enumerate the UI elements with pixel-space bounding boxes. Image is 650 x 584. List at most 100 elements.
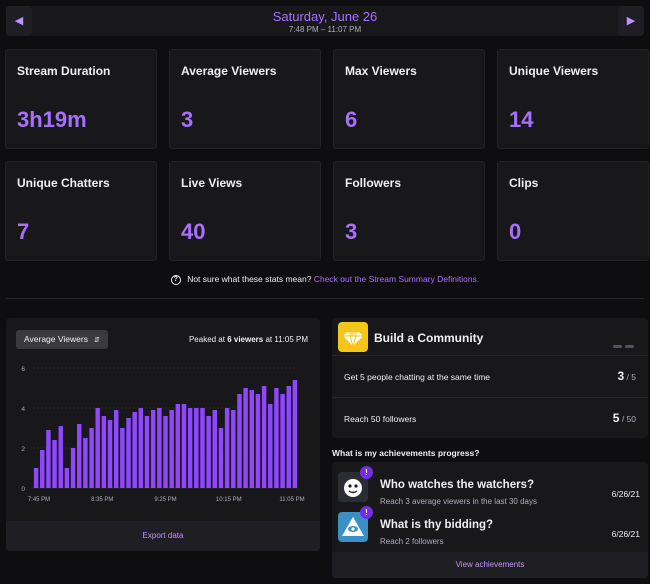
stat-card-unique-viewers: Unique Viewers 14 bbox=[497, 49, 649, 149]
stat-value: 6 bbox=[345, 107, 358, 132]
chart-bar bbox=[33, 468, 39, 488]
achievement-title: What is thy bidding? bbox=[380, 519, 494, 531]
goal-total: / 5 bbox=[626, 372, 636, 382]
chart-bar bbox=[200, 408, 205, 488]
peak-value: 6 viewers bbox=[227, 335, 264, 344]
achievement-date: 6/26/21 bbox=[611, 489, 640, 499]
stat-card-unique-chatters: Unique Chatters 7 bbox=[5, 161, 157, 261]
y-tick-label: 6 bbox=[21, 366, 25, 373]
chart-bar bbox=[255, 394, 261, 488]
chart-bar bbox=[243, 388, 248, 488]
goal-row: Reach 50 followers 5 / 50 bbox=[332, 397, 648, 439]
x-tick-label: 7:45 PM bbox=[28, 497, 50, 503]
chart-bar bbox=[224, 408, 230, 488]
metric-selector-dropdown[interactable]: Average Viewers ⇵ bbox=[16, 330, 108, 349]
chart-bar bbox=[157, 408, 162, 488]
stats-help-line: ? Not sure what these stats mean? Check … bbox=[0, 274, 650, 285]
stat-value: 3 bbox=[181, 107, 194, 132]
stat-card-average-viewers: Average Viewers 3 bbox=[169, 49, 321, 149]
chart-bar bbox=[40, 450, 45, 488]
x-tick-label: 11:05 PM bbox=[279, 497, 304, 503]
chevron-up-down-icon: ⇵ bbox=[93, 337, 100, 344]
chart-bar bbox=[58, 426, 63, 488]
stat-card-followers: Followers 3 bbox=[333, 161, 485, 261]
goal-progress: 5 / 50 bbox=[613, 411, 636, 425]
stat-label: Unique Chatters bbox=[17, 176, 110, 190]
chart-bar bbox=[89, 428, 94, 488]
chevron-right-icon: ▶ bbox=[626, 15, 636, 27]
chart-bar bbox=[101, 416, 107, 488]
build-a-community-card: Build a Community Get 5 people chatting … bbox=[332, 318, 648, 438]
goal-current: 5 bbox=[612, 411, 620, 425]
chevron-left-icon: ◀ bbox=[14, 15, 24, 27]
stat-card-live-views: Live Views 40 bbox=[169, 161, 321, 261]
chart-bar bbox=[120, 428, 125, 488]
next-stream-button[interactable]: ▶ bbox=[618, 6, 644, 36]
goal-total: / 50 bbox=[621, 414, 636, 424]
stream-date: Saturday, June 26 bbox=[272, 9, 378, 24]
stream-summary-definitions-link[interactable]: Check out the Stream Summary Definitions… bbox=[313, 274, 480, 284]
chart-bar bbox=[292, 380, 298, 488]
view-achievements-button[interactable]: View achievements bbox=[332, 552, 648, 578]
chart-bar bbox=[169, 410, 174, 488]
face-icon bbox=[338, 472, 368, 502]
metric-selector-label: Average Viewers bbox=[24, 334, 88, 344]
chart-bar bbox=[144, 416, 150, 488]
question-circle-icon: ? bbox=[170, 274, 181, 285]
stat-label: Max Viewers bbox=[345, 64, 417, 78]
chart-bar bbox=[95, 408, 100, 488]
achievements-panel: ! Who watches the watchers? Reach 3 aver… bbox=[332, 462, 648, 578]
achievement-description: Reach 3 average viewers in the last 30 d… bbox=[380, 497, 537, 506]
achievement-date: 6/26/21 bbox=[611, 529, 640, 539]
achievement-row[interactable]: ! What is thy bidding? Reach 2 followers… bbox=[332, 506, 648, 550]
chart-bar bbox=[280, 394, 285, 488]
diamond-icon bbox=[338, 322, 368, 352]
goal-row: Get 5 people chatting at the same time 3… bbox=[332, 355, 648, 397]
stat-value: 40 bbox=[181, 219, 206, 244]
achievements-question: What is my achievements progress? bbox=[332, 448, 480, 458]
peak-suffix: at 11:05 PM bbox=[263, 335, 308, 344]
chart-bar bbox=[212, 410, 218, 488]
chart-bar bbox=[187, 408, 193, 488]
chart-bar bbox=[261, 386, 267, 488]
stat-value: 3h19m bbox=[17, 107, 87, 132]
stat-label: Followers bbox=[345, 176, 402, 190]
stat-value: 0 bbox=[509, 219, 522, 244]
export-data-button[interactable]: Export data bbox=[6, 521, 320, 551]
chart-bar bbox=[231, 410, 236, 488]
chart-bar bbox=[83, 438, 88, 488]
progress-dashes bbox=[610, 335, 634, 353]
chart-bar bbox=[274, 388, 279, 488]
stat-label: Average Viewers bbox=[181, 64, 277, 78]
achievement-new-badge: ! bbox=[360, 506, 373, 519]
stat-card-max-viewers: Max Viewers 6 bbox=[333, 49, 485, 149]
achievement-row[interactable]: ! Who watches the watchers? Reach 3 aver… bbox=[332, 466, 648, 510]
chart-bar bbox=[206, 416, 211, 488]
chart-bar bbox=[237, 394, 242, 488]
chart-bar bbox=[286, 386, 291, 488]
chart-bar bbox=[163, 416, 168, 488]
chart-bar bbox=[175, 404, 181, 488]
stat-card-stream-duration: Stream Duration 3h19m bbox=[5, 49, 157, 149]
chart-bar bbox=[107, 420, 113, 488]
y-tick-label: 4 bbox=[21, 406, 25, 413]
goal-current: 3 bbox=[617, 369, 625, 383]
community-title: Build a Community bbox=[374, 331, 484, 345]
chart-bar bbox=[194, 408, 199, 488]
y-tick-label: 2 bbox=[21, 446, 25, 453]
stat-value: 3 bbox=[345, 219, 358, 244]
stat-label: Clips bbox=[509, 176, 539, 190]
chart-bar bbox=[52, 440, 57, 488]
x-tick-label: 8:35 PM bbox=[91, 497, 113, 503]
chart-bar bbox=[132, 412, 137, 488]
section-divider bbox=[6, 298, 644, 299]
stat-value: 7 bbox=[17, 219, 30, 244]
stream-time-range: 7:48 PM – 11:07 PM bbox=[288, 25, 362, 34]
chart-bar bbox=[113, 410, 119, 488]
viewers-bar-chart: 0 2 4 6 7:45 PM 8:35 PM 9:25 PM 10:15 PM 11:05 P… bbox=[21, 366, 304, 503]
help-text: Not sure what these stats mean? bbox=[187, 274, 312, 284]
stat-card-clips: Clips 0 bbox=[497, 161, 649, 261]
previous-stream-button[interactable]: ◀ bbox=[6, 6, 32, 36]
x-tick-label: 9:25 PM bbox=[154, 497, 176, 503]
peak-viewers-text: Peaked at 6 viewers at 11:05 PM bbox=[189, 335, 308, 344]
